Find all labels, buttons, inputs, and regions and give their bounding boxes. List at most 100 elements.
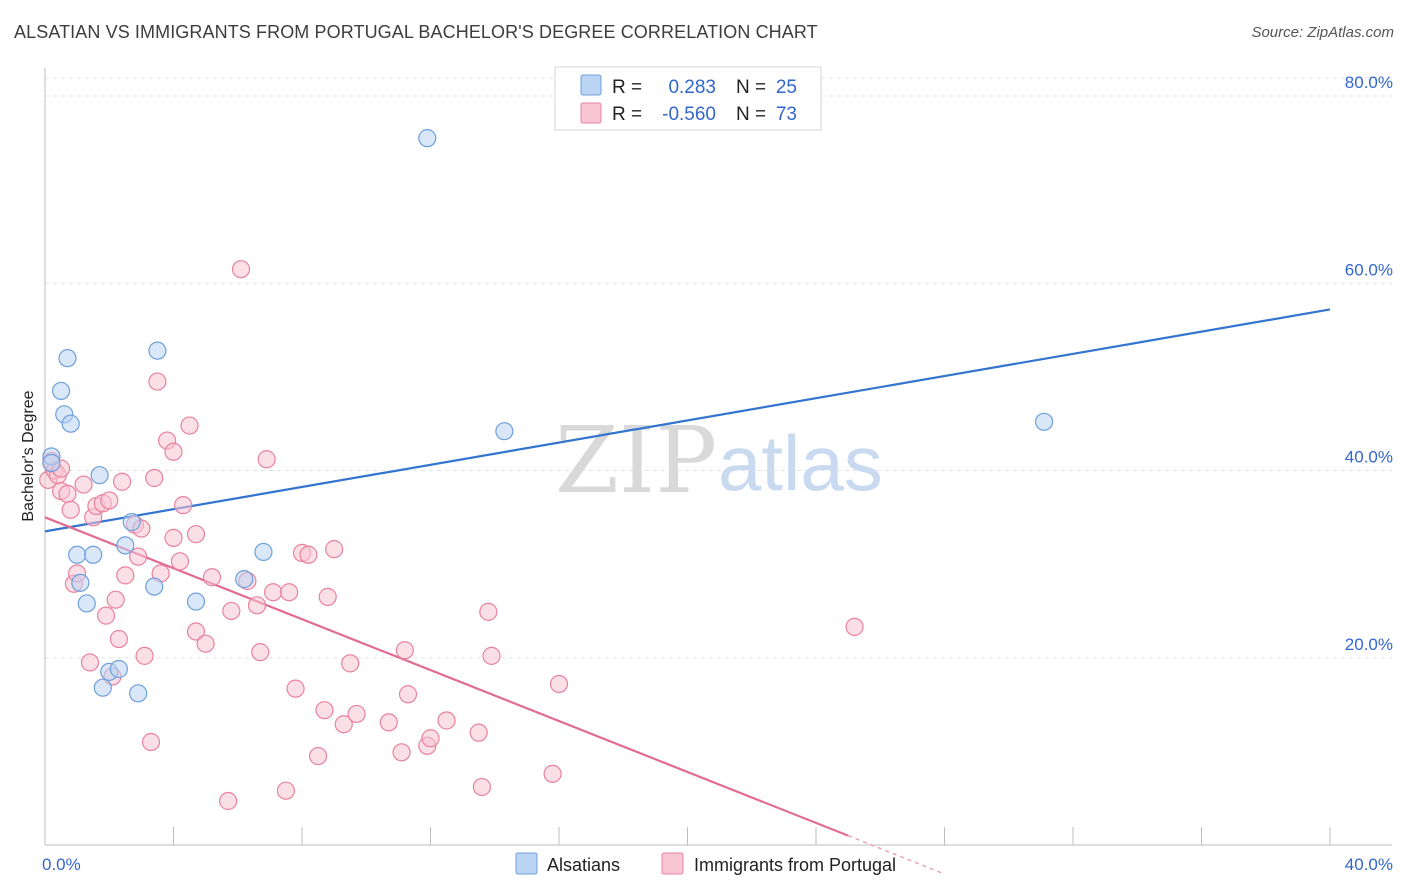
legend-r-value-portugal: -0.560 xyxy=(662,104,716,125)
data-point xyxy=(116,536,135,555)
data-point xyxy=(129,684,148,703)
data-point xyxy=(109,659,128,679)
data-point xyxy=(93,678,112,697)
chart-title: ALSATIAN VS IMMIGRANTS FROM PORTUGAL BAC… xyxy=(14,22,818,42)
series-legend-swatch-portugal xyxy=(661,852,684,875)
data-point xyxy=(341,654,360,673)
data-point xyxy=(318,587,337,606)
trend-line xyxy=(44,516,849,837)
data-point xyxy=(257,450,276,469)
trend-line-extension xyxy=(847,834,945,875)
data-point xyxy=(219,791,238,811)
data-point xyxy=(479,602,498,621)
data-point xyxy=(469,723,488,742)
tick-labels: 20.0% 40.0% 60.0% 80.0% 0.0% 40.0% xyxy=(42,73,1393,874)
y-tick-label: 40.0% xyxy=(1345,448,1393,467)
data-point xyxy=(543,764,562,783)
watermark: ZIP atlas xyxy=(555,407,883,514)
legend-n-label-portugal: N = xyxy=(736,104,766,125)
trend-lines xyxy=(44,308,1331,875)
x-tick-label: 0.0% xyxy=(42,855,81,874)
data-point xyxy=(472,777,491,797)
data-point xyxy=(235,570,254,589)
data-point xyxy=(379,713,398,732)
data-point xyxy=(174,496,193,515)
data-point xyxy=(247,596,267,615)
data-point xyxy=(58,349,77,368)
data-point xyxy=(263,583,283,602)
data-point xyxy=(347,704,366,724)
data-point xyxy=(141,732,161,752)
stats-legend: R = 0.283 N = 25 R = -0.560 N = 73 xyxy=(554,66,822,131)
data-point xyxy=(334,715,353,734)
series-legend-swatch-alsatians xyxy=(515,852,538,875)
trend-line xyxy=(44,308,1331,533)
data-point xyxy=(286,679,305,698)
data-point xyxy=(77,594,96,613)
data-point xyxy=(186,622,206,641)
data-point xyxy=(549,674,569,694)
y-axis-title: Bachelor's Degree xyxy=(20,390,37,521)
data-point xyxy=(392,743,411,762)
series-legend-label-portugal: Immigrants from Portugal xyxy=(694,855,896,875)
data-point xyxy=(170,552,190,571)
data-point xyxy=(308,746,328,766)
legend-swatch-alsatians xyxy=(580,74,602,96)
data-point xyxy=(145,468,164,488)
data-point xyxy=(276,781,296,800)
data-point xyxy=(395,641,414,660)
data-point xyxy=(68,545,87,564)
y-tick-label: 60.0% xyxy=(1345,260,1393,279)
legend-r-value-alsatians: 0.283 xyxy=(668,77,716,98)
data-point xyxy=(196,634,215,653)
data-point xyxy=(845,617,864,636)
data-point xyxy=(61,500,80,519)
data-point xyxy=(222,601,241,621)
data-point xyxy=(122,512,141,532)
data-point xyxy=(482,646,501,665)
series-legend: Alsatians Immigrants from Portugal xyxy=(515,852,896,875)
data-point xyxy=(421,729,440,748)
data-point xyxy=(90,466,109,485)
data-point xyxy=(148,341,167,360)
data-point xyxy=(42,453,61,473)
watermark-zip: ZIP xyxy=(555,407,717,514)
data-point xyxy=(398,685,418,704)
x-tick-label: 40.0% xyxy=(1345,855,1393,874)
legend-r-label-alsatians: R = xyxy=(612,77,642,98)
watermark-atlas: atlas xyxy=(718,419,883,507)
data-point xyxy=(495,422,514,441)
data-point xyxy=(80,653,100,672)
data-point xyxy=(51,381,71,401)
data-point xyxy=(74,475,93,494)
y-tick-label: 20.0% xyxy=(1345,635,1393,654)
data-point xyxy=(202,568,222,587)
data-point xyxy=(186,525,206,544)
data-point xyxy=(164,528,183,548)
data-point xyxy=(180,416,199,435)
data-point xyxy=(135,646,154,665)
legend-n-value-portugal: 73 xyxy=(776,104,797,125)
data-point xyxy=(145,577,164,596)
chart-source: Source: ZipAtlas.com xyxy=(1251,24,1394,41)
data-point xyxy=(109,629,128,649)
data-points xyxy=(39,129,1054,811)
data-point xyxy=(299,545,318,564)
data-point xyxy=(418,129,437,148)
data-point xyxy=(116,566,135,585)
data-point xyxy=(58,484,77,504)
data-point xyxy=(106,590,125,609)
data-point xyxy=(437,711,456,730)
data-point xyxy=(186,592,206,611)
data-point xyxy=(148,372,167,391)
legend-swatch-portugal xyxy=(580,102,602,124)
data-point xyxy=(96,606,116,625)
legend-r-label-portugal: R = xyxy=(612,104,642,125)
data-point xyxy=(1034,412,1054,431)
data-point xyxy=(280,583,299,602)
data-point xyxy=(325,540,344,559)
data-point xyxy=(129,547,148,566)
data-point xyxy=(254,542,273,562)
data-point xyxy=(71,573,90,592)
legend-n-value-alsatians: 25 xyxy=(776,77,797,98)
